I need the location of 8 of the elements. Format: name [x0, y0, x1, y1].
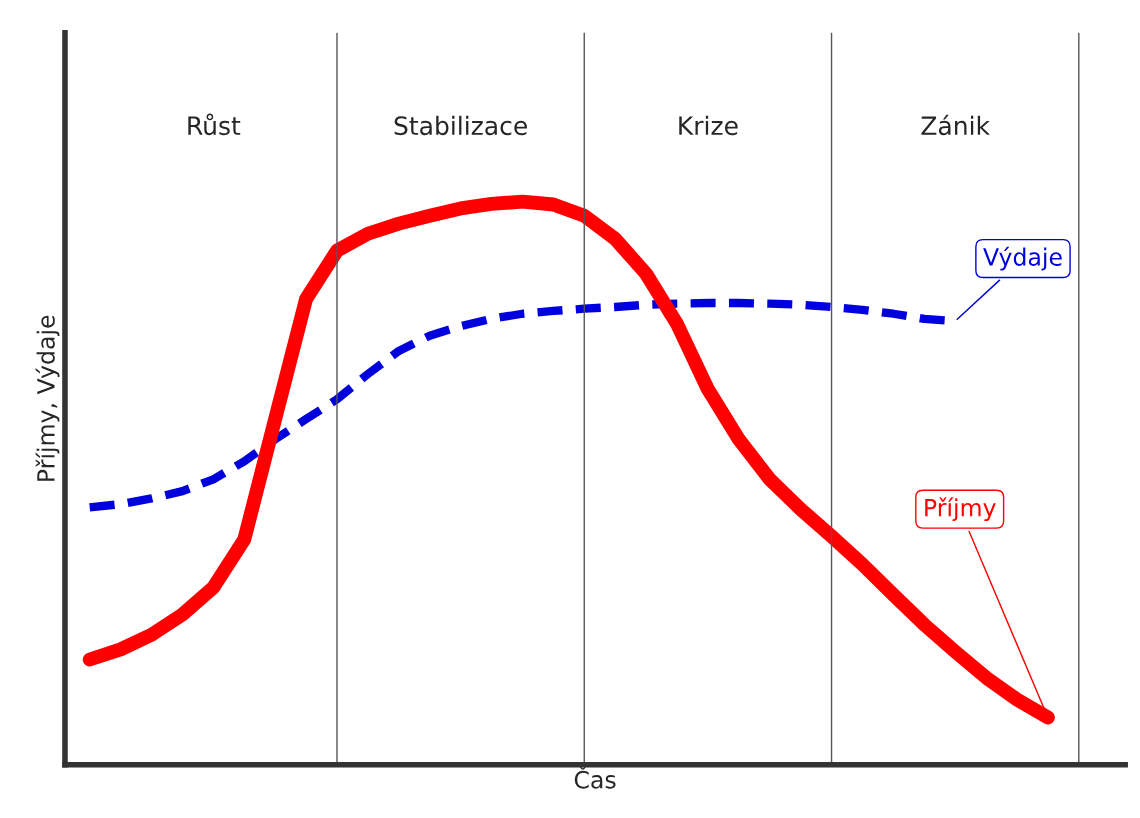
x-axis-title: Čas	[574, 766, 616, 789]
text: Stabilizace	[394, 115, 527, 136]
y-axis-title: Příjmy, Výdaje	[35, 315, 60, 481]
text: Růst	[188, 113, 241, 136]
text: Příjmy	[925, 497, 996, 522]
text: Krize	[679, 115, 738, 136]
text: Výdaje	[983, 246, 1062, 271]
text: Zánik	[921, 114, 990, 136]
